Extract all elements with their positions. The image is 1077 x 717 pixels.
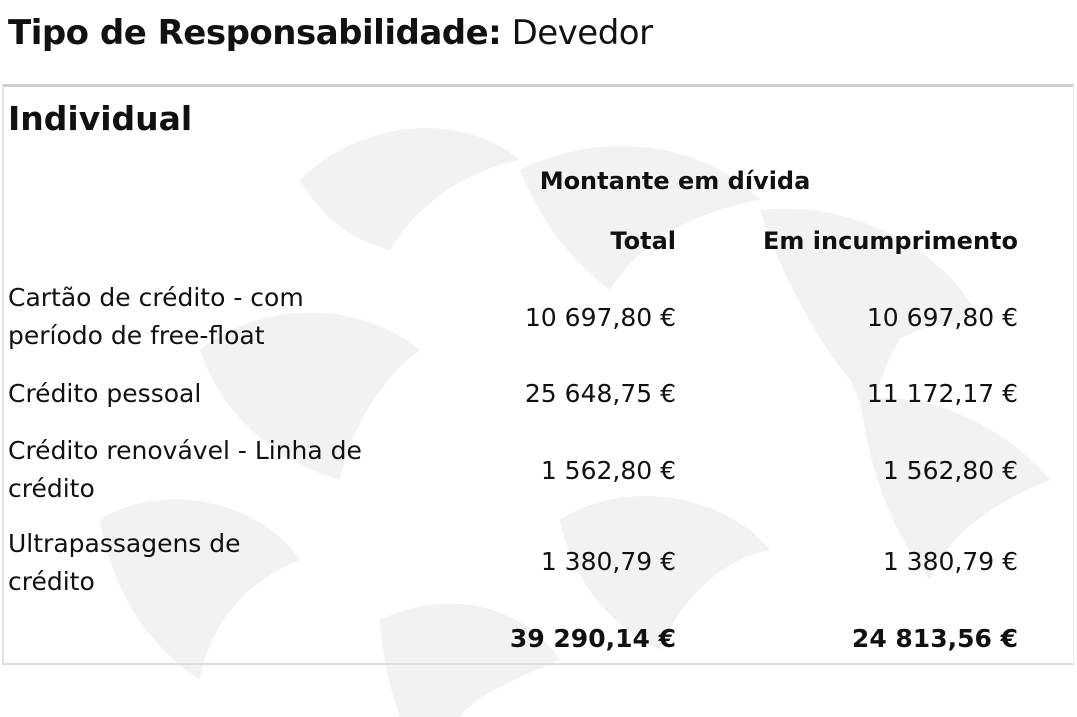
- amount-group-header: Montante em dívida: [539, 167, 811, 195]
- grand-total: 39 290,14 €: [509, 624, 676, 653]
- row-total-overdraft: 1 380,79 €: [540, 547, 676, 576]
- row-default-personal-credit: 11 172,17 €: [866, 379, 1018, 408]
- column-header-total: Total: [610, 227, 676, 255]
- row-total-credit-card: 10 697,80 €: [524, 303, 676, 332]
- row-default-credit-card: 10 697,80 €: [866, 303, 1018, 332]
- row-label-overdraft: Ultrapassagens de crédito: [8, 529, 241, 596]
- row-label-personal-credit: Crédito pessoal: [8, 379, 202, 408]
- grand-total-default: 24 813,56 €: [851, 624, 1018, 653]
- row-default-revolving-credit: 1 562,80 €: [882, 456, 1018, 485]
- row-total-personal-credit: 25 648,75 €: [524, 379, 676, 408]
- section-title: Individual: [8, 99, 193, 138]
- row-default-overdraft: 1 380,79 €: [882, 547, 1018, 576]
- row-label-credit-card: Cartão de crédito - com período de free-…: [8, 283, 304, 350]
- row-label-revolving-credit: Crédito renovável - Linha de crédito: [8, 436, 362, 503]
- responsibility-type-value: Devedor: [511, 13, 654, 53]
- responsibility-type: Tipo de Responsabilidade: Devedor: [8, 8, 653, 58]
- row-total-revolving-credit: 1 562,80 €: [540, 456, 676, 485]
- responsibility-type-label: Tipo de Responsabilidade:: [8, 13, 502, 53]
- column-header-default: Em incumprimento: [763, 227, 1018, 255]
- debt-panel: [2, 84, 1074, 665]
